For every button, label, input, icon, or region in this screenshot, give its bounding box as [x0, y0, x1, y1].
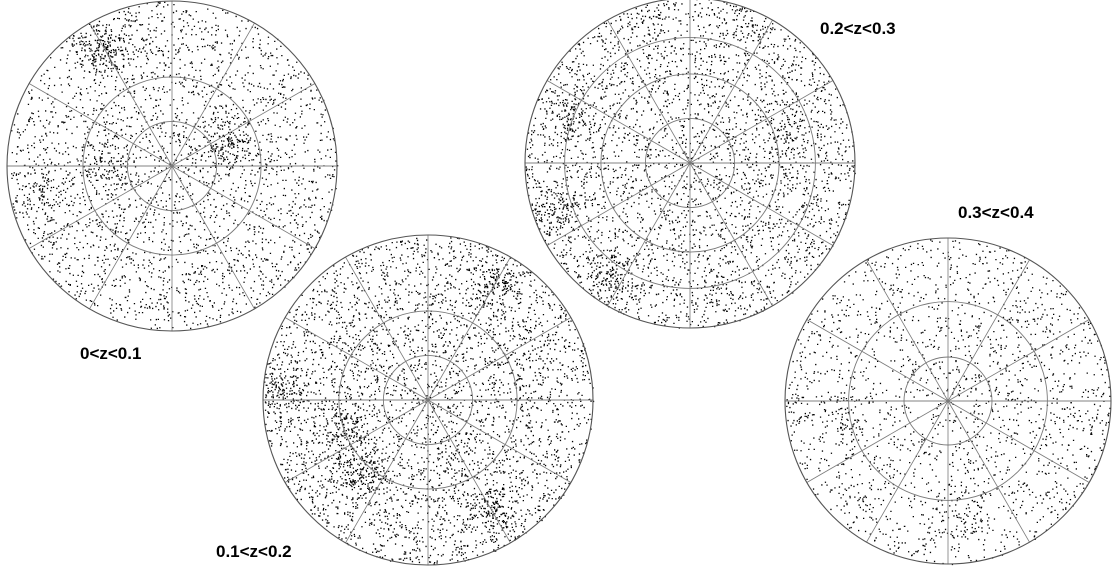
spoke-line [866, 400, 949, 543]
polar-map-1 [262, 234, 595, 566]
ring-circle [82, 76, 262, 256]
spoke-line [171, 165, 316, 249]
galaxy-points [11, 1, 339, 330]
redshift-label-2: 0.2<z<0.3 [820, 19, 896, 38]
redshift-label-3: 0.3<z<0.4 [958, 203, 1034, 222]
ring-circle [600, 73, 780, 253]
spoke-line [689, 19, 773, 164]
spoke-line [947, 259, 1030, 402]
spoke-line [607, 19, 691, 164]
spoke-line [427, 399, 511, 544]
ring-circle [126, 120, 218, 212]
spoke-line [28, 165, 173, 249]
spoke-line [947, 400, 1030, 543]
spoke-line [345, 399, 429, 544]
polar-map-2 [524, 0, 856, 329]
redshift-label-1: 0.1<z<0.2 [216, 542, 292, 561]
spoke-line [689, 80, 834, 164]
spoke-line [345, 256, 429, 401]
spoke-line [427, 399, 572, 483]
outer-boundary-circle [262, 234, 594, 566]
spoke-line [171, 165, 255, 310]
polar-map-3 [784, 237, 1112, 566]
spoke-line [284, 399, 429, 483]
spoke-line [806, 319, 949, 402]
spoke-line [607, 162, 691, 307]
spoke-line [284, 317, 429, 401]
outer-boundary-circle [524, 0, 856, 329]
spoke-line [427, 256, 511, 401]
spoke-line [689, 162, 773, 307]
outer-boundary-circle [784, 237, 1112, 565]
ring-circle [382, 354, 474, 446]
spoke-line [546, 80, 691, 164]
ring-circle [644, 117, 736, 209]
redshift-label-0: 0<z<0.1 [80, 344, 142, 363]
spoke-line [947, 400, 1090, 483]
spoke-line [28, 83, 173, 167]
outer-boundary-circle [6, 0, 338, 332]
spoke-line [947, 319, 1090, 402]
ring-circle [564, 37, 816, 289]
spoke-line [171, 22, 255, 167]
spoke-line [806, 400, 949, 483]
spoke-line [89, 22, 173, 167]
spoke-line [427, 317, 572, 401]
spoke-line [89, 165, 173, 310]
polar-map-0 [6, 0, 339, 332]
spoke-line [546, 162, 691, 246]
ring-circle [903, 356, 993, 446]
spoke-line [689, 162, 834, 246]
ring-circle [338, 310, 518, 490]
galaxy-points [264, 237, 595, 565]
spoke-line [866, 259, 949, 402]
ring-circle [848, 301, 1048, 501]
spoke-line [171, 83, 316, 167]
